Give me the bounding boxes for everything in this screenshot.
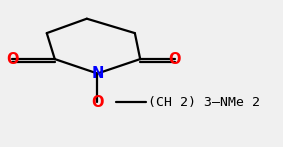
Text: O: O	[91, 95, 104, 110]
Text: N: N	[91, 66, 104, 81]
Text: (CH 2) 3—NMe 2: (CH 2) 3—NMe 2	[148, 96, 260, 109]
Text: O: O	[6, 52, 18, 67]
Text: O: O	[169, 52, 181, 67]
